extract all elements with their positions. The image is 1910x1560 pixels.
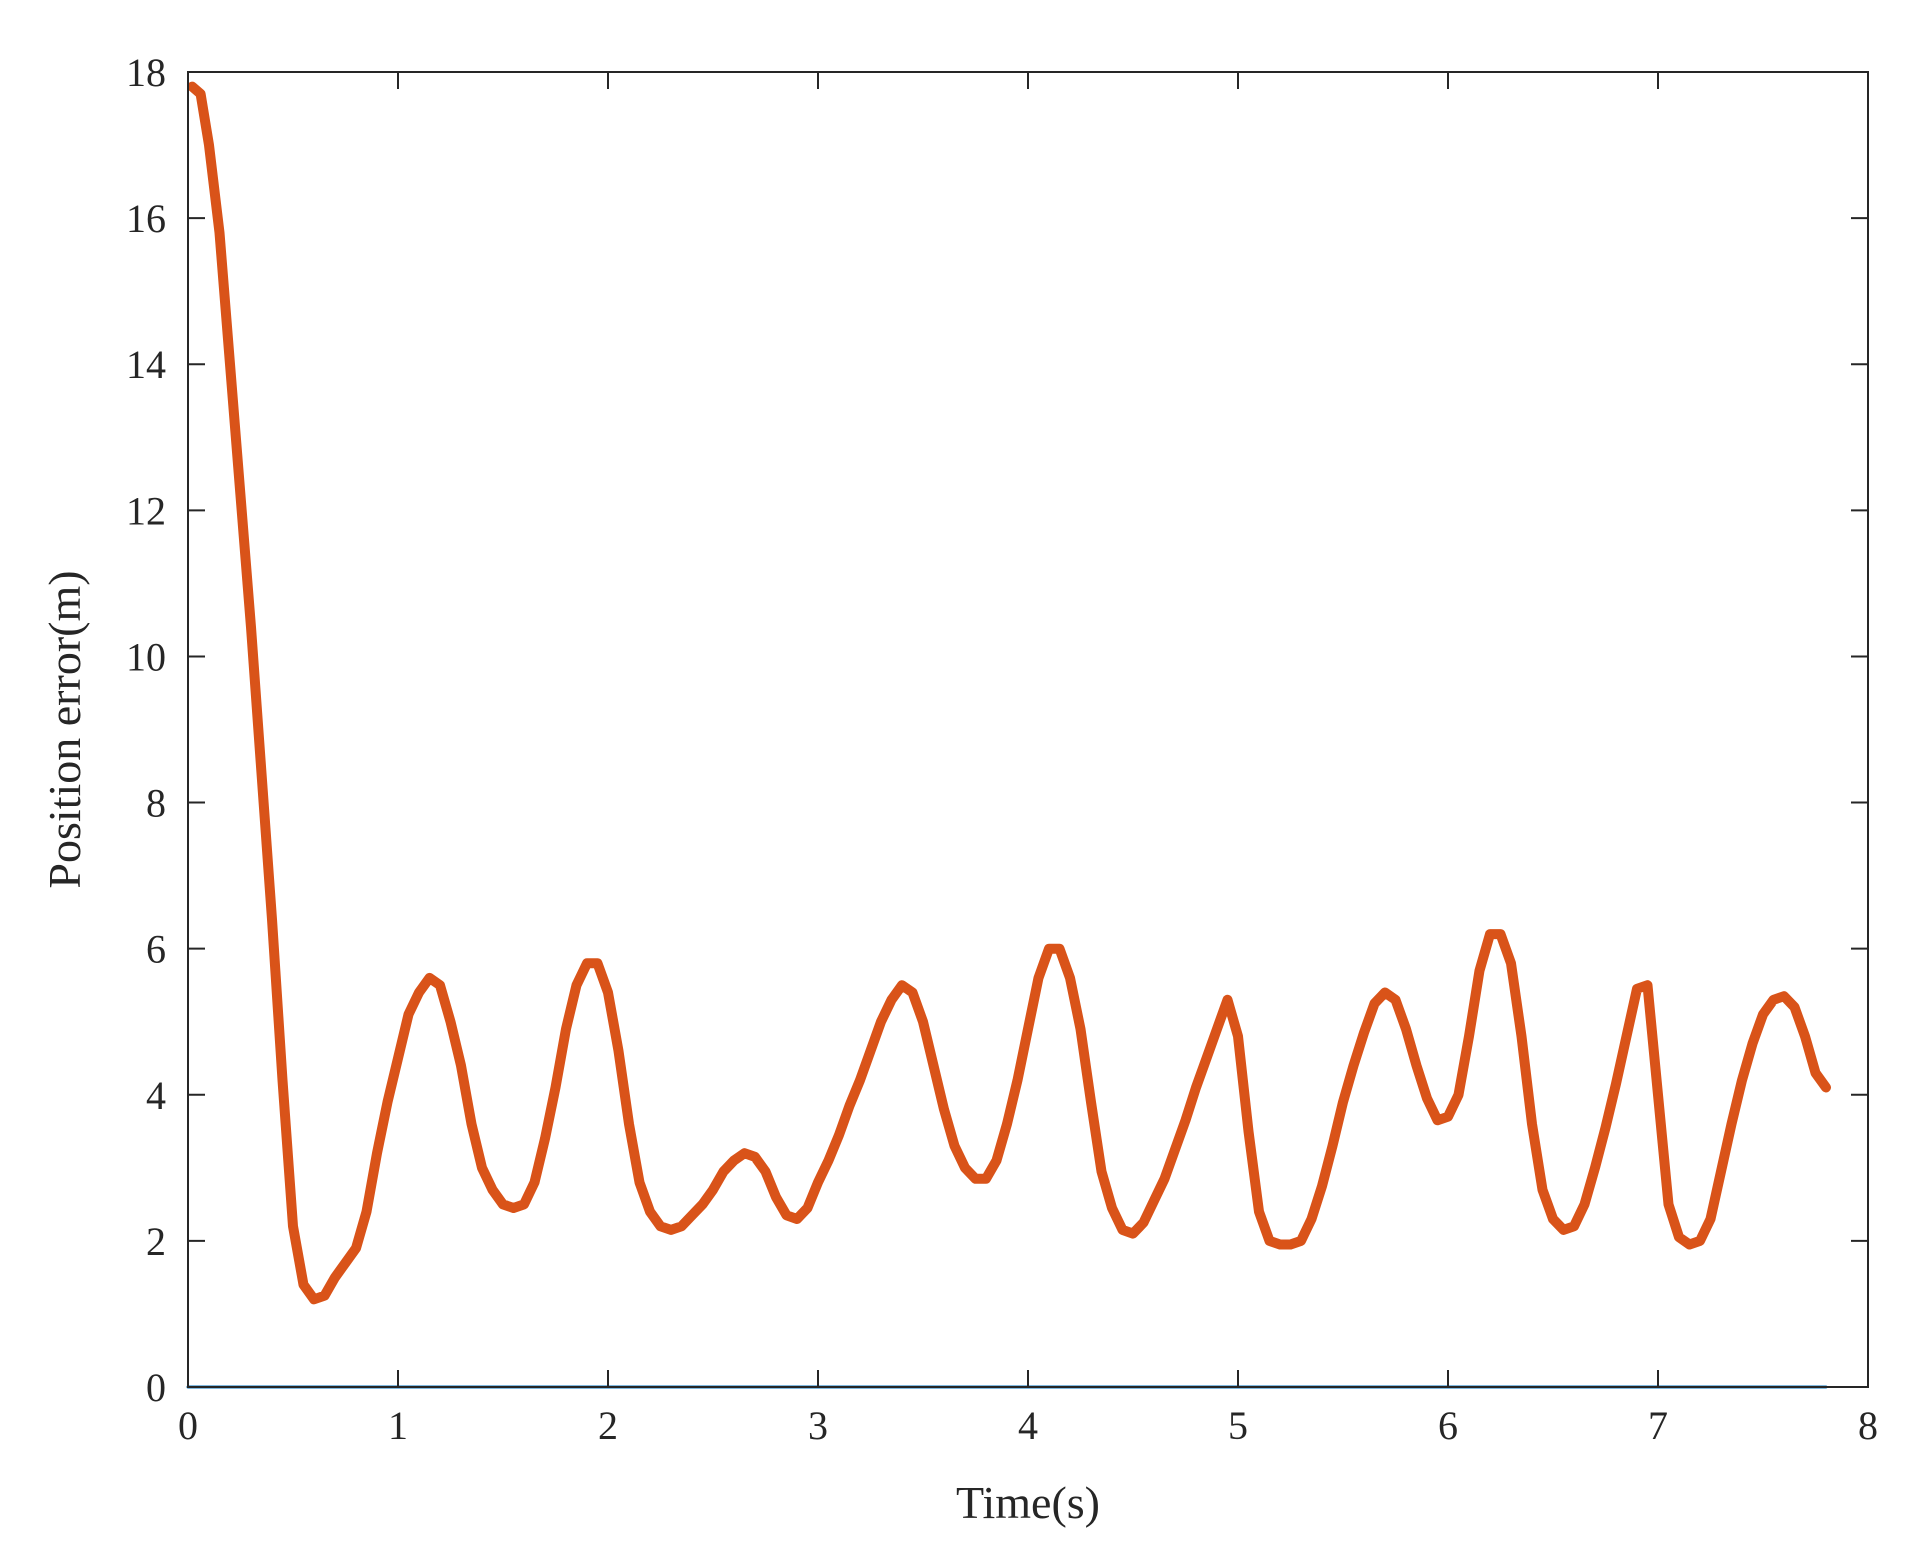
x-tick-label: 2 xyxy=(598,1403,618,1448)
x-tick-label: 0 xyxy=(178,1403,198,1448)
y-tick-label: 18 xyxy=(126,50,166,95)
x-tick-label: 1 xyxy=(388,1403,408,1448)
plot-area xyxy=(186,81,1831,1389)
x-tick-label: 4 xyxy=(1018,1403,1038,1448)
x-tick-label: 8 xyxy=(1858,1403,1878,1448)
x-tick-label: 6 xyxy=(1438,1403,1458,1448)
y-tick-label: 4 xyxy=(146,1073,166,1118)
x-tick-label: 3 xyxy=(808,1403,828,1448)
x-tick-label: 7 xyxy=(1648,1403,1668,1448)
axes-box xyxy=(187,71,1869,1388)
y-tick-label: 2 xyxy=(146,1219,166,1264)
y-tick-label: 0 xyxy=(146,1365,166,1410)
x-axis-label: Time(s) xyxy=(956,1477,1100,1528)
y-tick-label: 8 xyxy=(146,781,166,826)
y-tick-label: 10 xyxy=(126,634,166,679)
y-tick-label: 16 xyxy=(126,196,166,241)
y-axis-label: Position error(m) xyxy=(39,570,90,888)
y-tick-label: 14 xyxy=(126,342,166,387)
y-tick-label: 6 xyxy=(146,927,166,972)
x-tick-label: 5 xyxy=(1228,1403,1248,1448)
y-tick-label: 12 xyxy=(126,488,166,533)
position-error-series-line xyxy=(187,81,1831,1305)
